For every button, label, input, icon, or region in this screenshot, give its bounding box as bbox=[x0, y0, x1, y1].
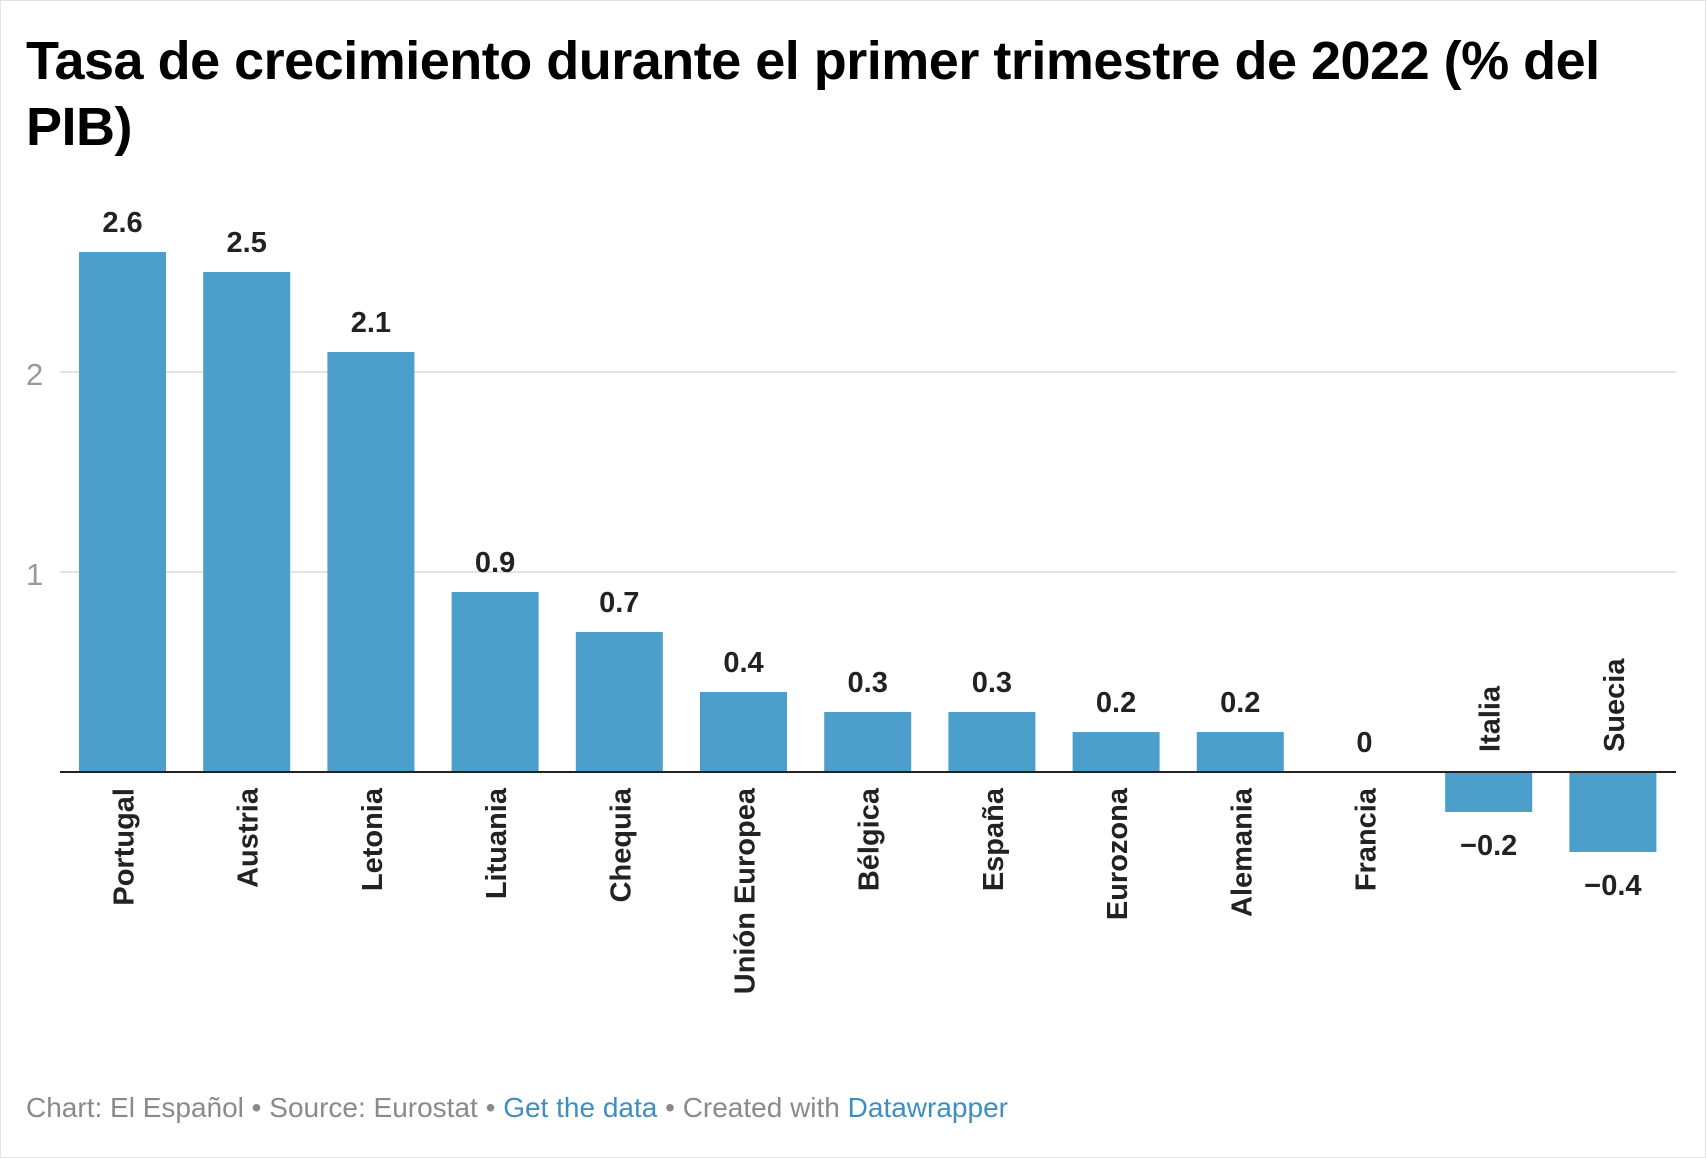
bar-españa bbox=[948, 712, 1036, 772]
y-tick-label: 1 bbox=[26, 557, 43, 592]
footer-separator: • bbox=[251, 1092, 262, 1123]
footer-separator: • bbox=[485, 1092, 496, 1123]
bar-austria bbox=[203, 272, 291, 772]
bar-lituania bbox=[451, 592, 539, 772]
footer-separator: • bbox=[665, 1092, 675, 1123]
category-label: Letonia bbox=[357, 787, 389, 891]
value-label: 0.4 bbox=[723, 647, 763, 679]
value-label: 0.2 bbox=[1096, 687, 1136, 719]
category-label: Francia bbox=[1351, 787, 1383, 891]
category-label: Lituania bbox=[481, 787, 513, 899]
bar-portugal bbox=[79, 252, 166, 772]
source-credit: Source: Eurostat bbox=[269, 1092, 478, 1123]
bars bbox=[79, 252, 1657, 852]
value-label: −0.4 bbox=[1584, 870, 1641, 902]
category-labels: Portugal Austria Letonia Lituania Chequia Uni… bbox=[109, 658, 1631, 995]
bar-letonia bbox=[327, 352, 415, 772]
category-label: Suecia bbox=[1599, 658, 1631, 752]
value-label: 2.6 bbox=[102, 207, 142, 239]
category-label: España bbox=[978, 787, 1010, 891]
bar-eurozona bbox=[1072, 732, 1160, 772]
bar-chequia bbox=[575, 632, 663, 772]
value-label: −0.2 bbox=[1460, 830, 1517, 862]
bar-unión-europea bbox=[700, 692, 787, 772]
value-label: 0.3 bbox=[972, 667, 1012, 699]
chart-title: Tasa de crecimiento durante el primer tr… bbox=[26, 31, 1600, 157]
category-label: Eurozona bbox=[1102, 787, 1134, 920]
value-labels: 2.6 2.5 2.1 0.9 0.7 0.4 0.3 0.3 0.2 0.2 0 −0.2 −0.4 bbox=[102, 207, 1641, 902]
bar-suecia bbox=[1569, 772, 1657, 852]
bar-chart: 1 2 2.6 2.5 2.1 0.9 0.7 0.4 0.3 0.3 0.2 0.2 0 −0.2 −0… bbox=[26, 207, 1676, 995]
chart-footer: Chart: El Español • Source: Eurostat • G… bbox=[26, 1092, 1008, 1124]
created-with-text: Created with bbox=[682, 1092, 840, 1123]
datawrapper-link[interactable]: Datawrapper bbox=[847, 1092, 1008, 1123]
value-label: 2.5 bbox=[227, 227, 267, 259]
category-label: Chequia bbox=[605, 787, 637, 902]
chart-credit: Chart: El Español bbox=[26, 1092, 244, 1123]
bar-italia bbox=[1445, 772, 1533, 812]
value-label: 0.3 bbox=[848, 667, 888, 699]
bar-alemania bbox=[1196, 732, 1284, 772]
category-label: Portugal bbox=[109, 788, 141, 906]
category-label: Alemania bbox=[1226, 787, 1258, 917]
category-label: Bélgica bbox=[854, 787, 886, 891]
get-the-data-link[interactable]: Get the data bbox=[503, 1092, 658, 1123]
category-label: Unión Europea bbox=[730, 787, 762, 994]
value-label: 0.9 bbox=[475, 547, 515, 579]
bar-bélgica bbox=[824, 712, 912, 772]
category-label: Austria bbox=[233, 787, 265, 888]
value-label: 0 bbox=[1356, 727, 1372, 759]
value-label: 0.7 bbox=[599, 587, 639, 619]
category-label: Italia bbox=[1475, 685, 1507, 752]
value-label: 2.1 bbox=[351, 307, 391, 339]
y-tick-label: 2 bbox=[26, 357, 43, 392]
value-label: 0.2 bbox=[1220, 687, 1260, 719]
